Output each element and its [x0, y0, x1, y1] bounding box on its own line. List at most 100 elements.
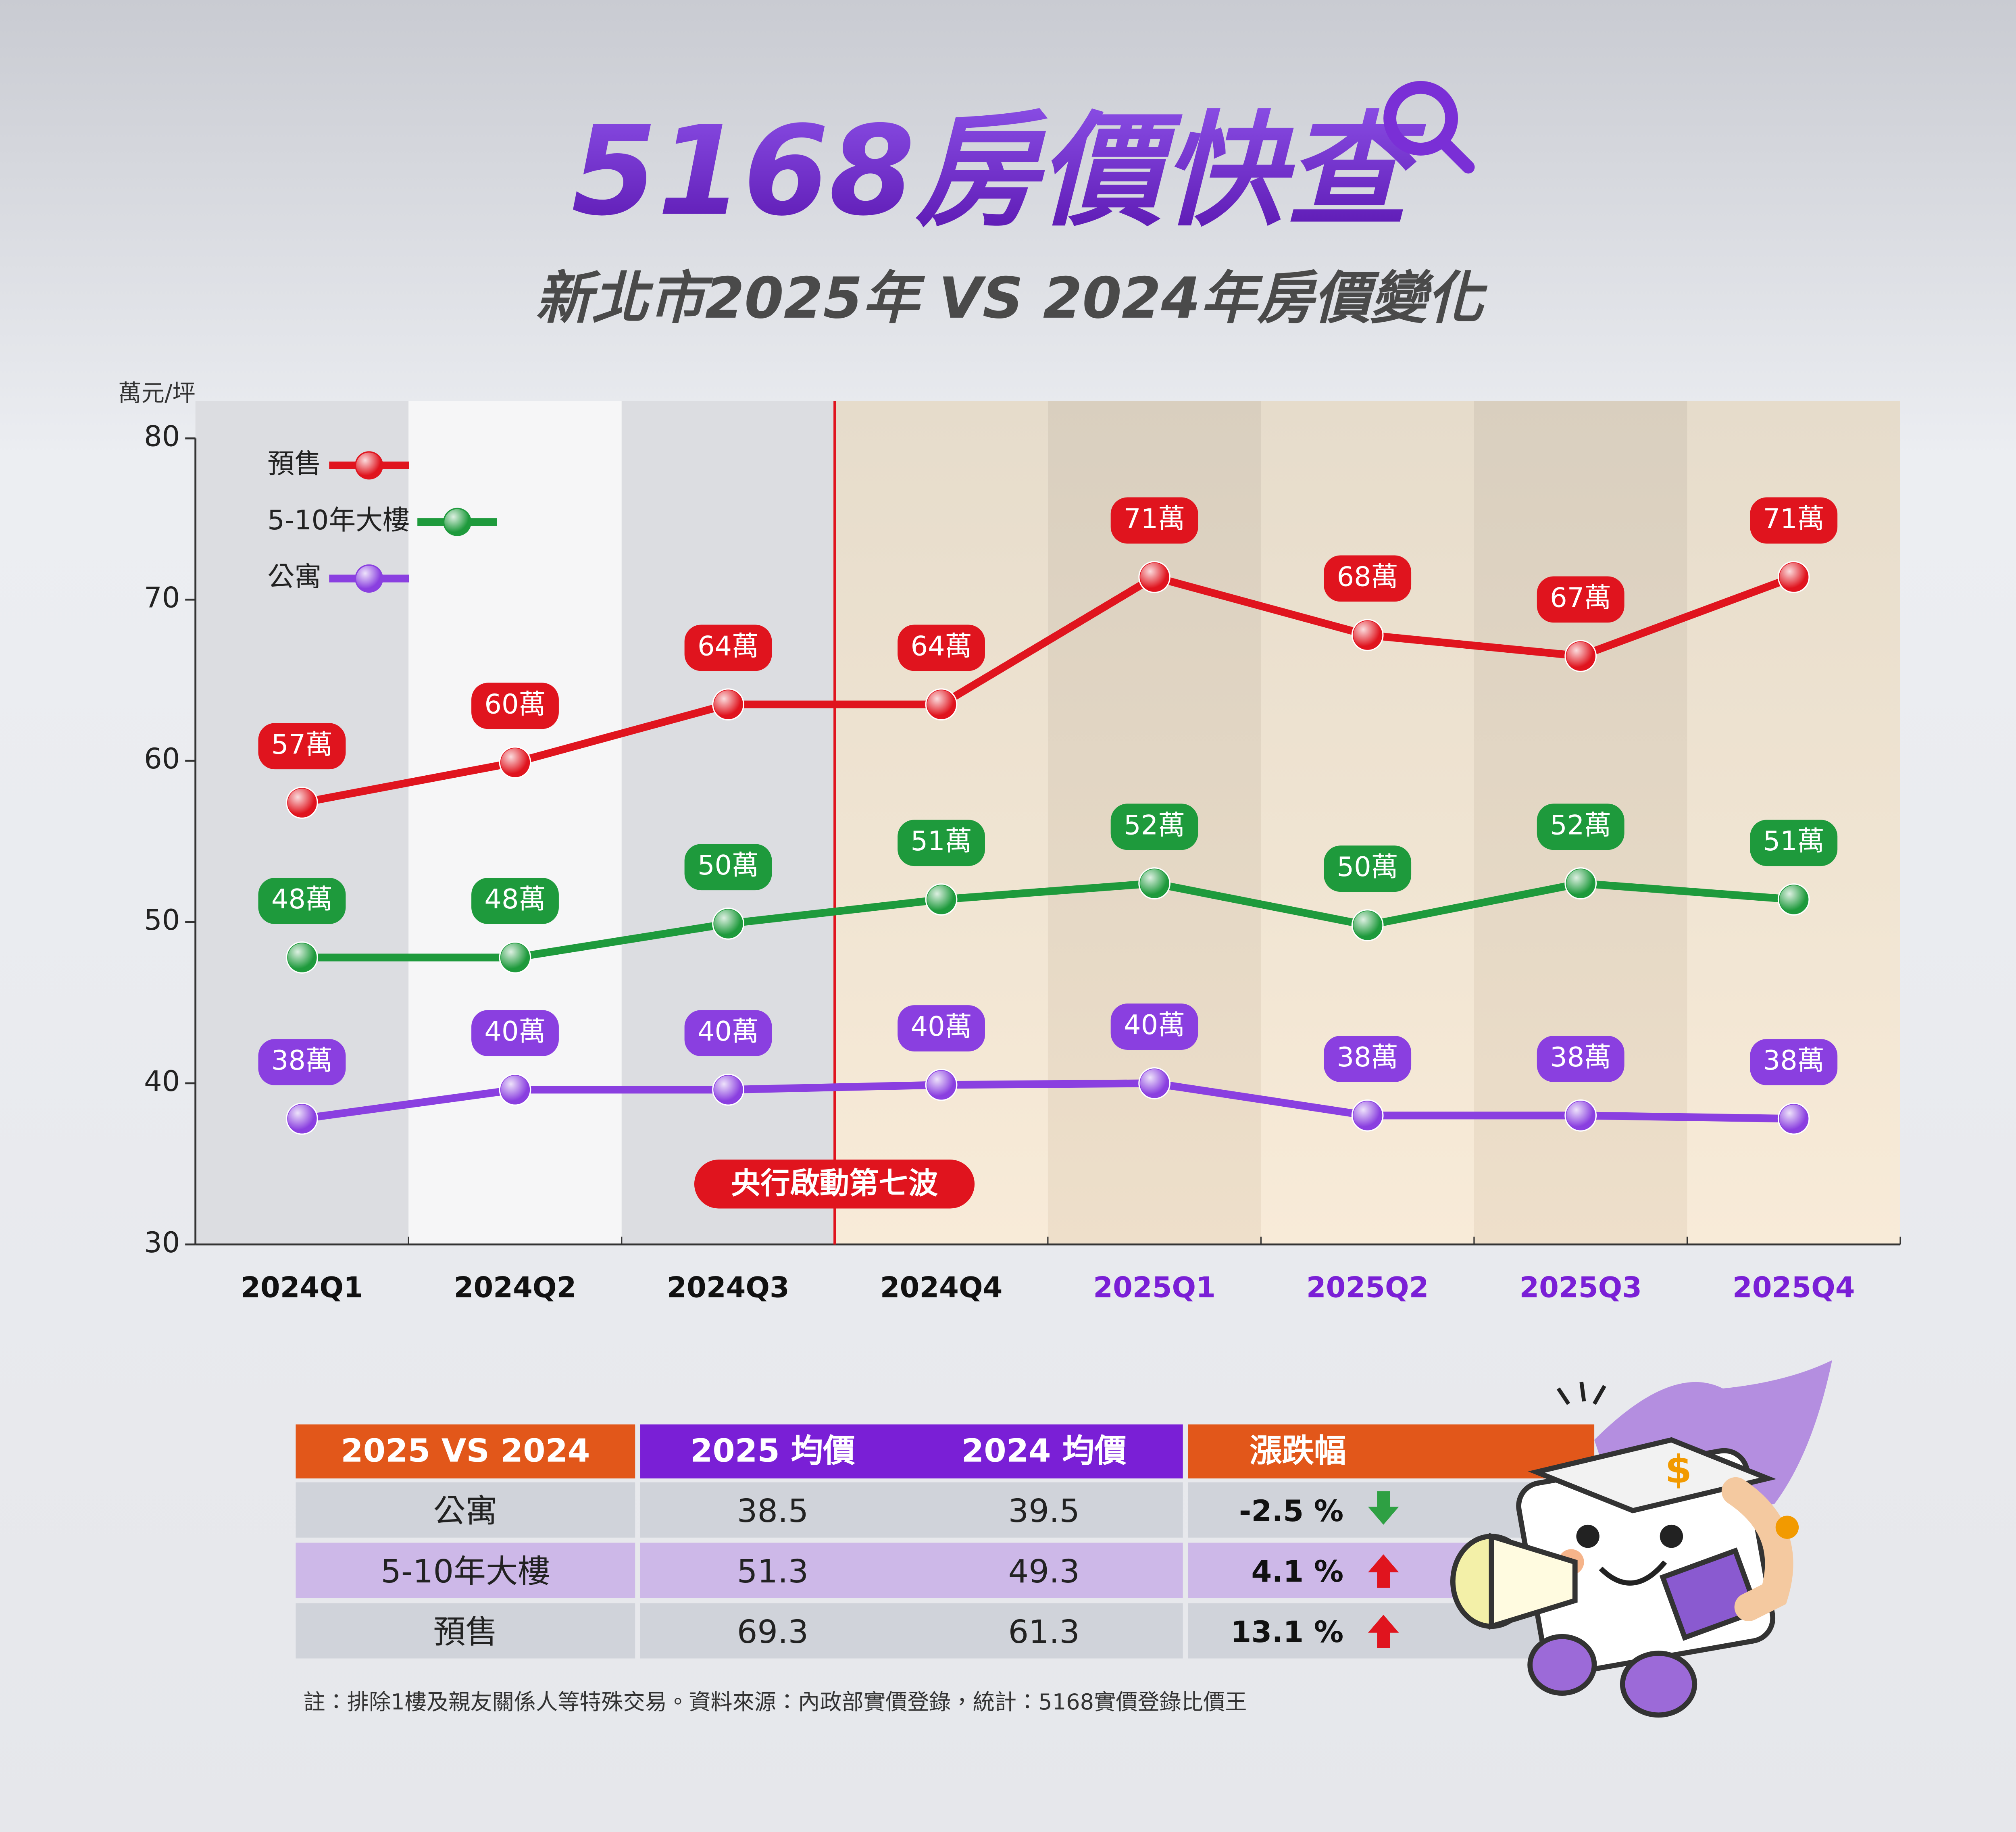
value-label-box: [471, 683, 559, 729]
table-change: 4.1 %: [1251, 1555, 1343, 1589]
change-arrow: [1368, 1491, 1399, 1525]
value-label: 48萬: [484, 883, 546, 915]
table-cell: [640, 1543, 905, 1598]
point-shine: [1779, 885, 1808, 914]
value-label: 40萬: [698, 1016, 759, 1047]
x-tick-label: 2025Q1: [1093, 1271, 1216, 1304]
table-header: 2024 均價: [962, 1432, 1127, 1469]
table-cell: [905, 1543, 1183, 1598]
value-label: 51萬: [1763, 825, 1824, 857]
point-shine: [287, 943, 317, 972]
value-label-box: [1750, 1039, 1838, 1085]
value-label-box: [898, 820, 985, 866]
point-shine: [1140, 563, 1169, 591]
point-shine: [287, 789, 317, 817]
annotation: 央行啟動第七波: [731, 1166, 938, 1201]
table-header: 漲跌幅: [1250, 1432, 1346, 1469]
value-label: 38萬: [1337, 1041, 1398, 1073]
legend-marker-shine: [356, 452, 382, 479]
value-label-box: [1110, 804, 1198, 850]
subtitle: 新北市2025年 VS 2024年房價變化: [535, 266, 1488, 331]
point-shine: [501, 943, 529, 972]
value-label-box: [258, 1039, 346, 1085]
value-label: 52萬: [1124, 809, 1185, 841]
value-label: 40萬: [911, 1011, 972, 1042]
y-tick-label: 70: [144, 581, 180, 614]
table-value: 5-10年大樓: [381, 1553, 550, 1590]
legend-marker-shine: [444, 509, 470, 535]
value-label: 38萬: [1763, 1045, 1824, 1076]
column-band: [408, 401, 622, 1245]
point-shine: [287, 1104, 317, 1133]
table-header: 2025 均價: [690, 1432, 855, 1469]
title: 5168房價快查: [571, 100, 1428, 243]
footnote: 註：排除1樓及親友關係人等特殊交易。資料來源：內政部實價登錄，統計：5168實價…: [304, 1689, 1247, 1715]
point-shine: [1140, 869, 1169, 898]
x-tick-label: 2025Q3: [1519, 1271, 1642, 1304]
value-label: 38萬: [1550, 1041, 1611, 1073]
value-label-box: [1324, 845, 1412, 892]
point-shine: [1566, 869, 1595, 898]
value-label-box: [1110, 1003, 1198, 1050]
dollar-icon: $: [1665, 1447, 1692, 1492]
value-label: 38萬: [271, 1045, 333, 1076]
table-cell: [296, 1543, 635, 1598]
change-arrow: [1368, 1615, 1399, 1649]
table-cell: [640, 1482, 905, 1538]
value-label: 50萬: [698, 849, 759, 881]
annotation-box: [694, 1160, 975, 1209]
legend-label: 公寓: [267, 561, 321, 592]
table-value: 39.5: [1008, 1492, 1080, 1530]
point-shine: [1353, 621, 1382, 650]
value-label: 40萬: [484, 1016, 546, 1047]
value-label-box: [258, 878, 346, 924]
table-value: 預售: [433, 1613, 498, 1651]
table-header-cell: [905, 1424, 1183, 1479]
y-tick-label: 80: [144, 420, 180, 453]
table-header-cell: [1188, 1424, 1595, 1479]
value-label: 64萬: [698, 630, 759, 662]
table-value: 49.3: [1008, 1553, 1080, 1590]
value-label-box: [1750, 497, 1838, 544]
table-cell: [640, 1603, 905, 1659]
table-value: 69.3: [737, 1613, 808, 1651]
value-label: 71萬: [1124, 503, 1185, 535]
y-tick-label: 50: [144, 904, 180, 937]
column-band: [621, 401, 835, 1245]
series-line: [301, 573, 1795, 807]
x-tick-label: 2025Q4: [1733, 1271, 1855, 1304]
mascot: $: [1450, 1360, 1833, 1718]
table-value: 公寓: [433, 1492, 498, 1530]
table-header: 2025 VS 2024: [341, 1432, 590, 1469]
table-header-cell: [296, 1424, 635, 1479]
table-value: 38.5: [737, 1492, 808, 1530]
x-tick-label: 2025Q2: [1306, 1271, 1429, 1304]
value-label: 50萬: [1337, 851, 1398, 883]
magnifier-icon: [1383, 81, 1475, 174]
value-label: 67萬: [1550, 582, 1611, 613]
table-cell: [296, 1603, 635, 1659]
value-label-box: [684, 844, 772, 891]
table-header-cell: [640, 1424, 905, 1479]
point-shine: [714, 909, 743, 938]
series-line: [301, 1079, 1794, 1123]
value-label: 64萬: [911, 630, 972, 662]
legend-label: 5-10年大樓: [267, 504, 410, 536]
y-tick-label: 40: [144, 1065, 180, 1098]
value-label: 71萬: [1763, 503, 1824, 535]
point-shine: [927, 885, 956, 914]
value-label-box: [1537, 804, 1624, 850]
value-label-box: [258, 723, 346, 770]
point-shine: [927, 690, 956, 719]
value-label-box: [1324, 555, 1412, 602]
value-label-box: [898, 1005, 985, 1051]
value-label: 57萬: [271, 729, 333, 760]
value-label: 68萬: [1337, 561, 1398, 592]
x-tick-label: 2024Q4: [880, 1271, 1003, 1304]
point-shine: [1140, 1069, 1169, 1097]
table-value: 51.3: [737, 1553, 808, 1590]
x-tick-label: 2024Q3: [667, 1271, 789, 1304]
value-label: 60萬: [484, 688, 546, 720]
point-shine: [501, 748, 529, 777]
